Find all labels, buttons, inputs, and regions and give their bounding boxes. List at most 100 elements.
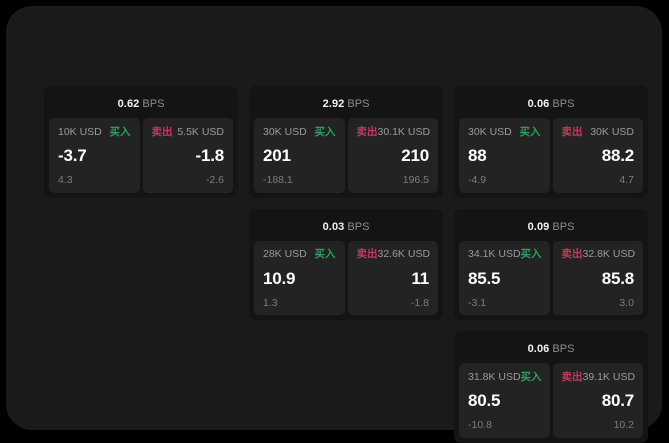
buy-side[interactable]: 10K USD 买入 -3.7 4.3 <box>49 118 140 193</box>
card-header: 0.06 BPS <box>454 92 648 118</box>
buy-size: 31.8K USD <box>468 370 521 383</box>
sell-size: 32.8K USD <box>582 248 636 261</box>
buy-tag: 买入 <box>520 370 542 383</box>
bps-value: 0.03 <box>322 220 345 233</box>
buy-header: 10K USD 买入 <box>58 126 131 138</box>
card-header: 2.92 BPS <box>249 92 443 118</box>
buy-size: 10K USD <box>58 125 102 138</box>
sell-size: 39.1K USD <box>582 370 636 383</box>
sell-size: 32.6K USD <box>377 248 431 261</box>
bps-value: 2.92 <box>322 98 345 110</box>
spread-card[interactable]: 0.06 BPS 30K USD 买入 88 -4.9 <box>454 86 648 198</box>
sell-price: 88.2 <box>601 146 634 165</box>
buy-size: 34.1K USD <box>468 248 521 261</box>
buy-price: 85.5 <box>468 268 501 288</box>
sell-side[interactable]: 卖出 39.1K USD 80.7 10.2 <box>552 363 643 438</box>
sell-tag: 卖出 <box>356 248 378 261</box>
bps-value: 0.62 <box>117 98 140 110</box>
buy-header: 31.8K USD 买入 <box>468 370 542 383</box>
sell-side[interactable]: 卖出 32.8K USD 85.8 3.0 <box>552 240 643 315</box>
buy-price: 88 <box>468 146 487 165</box>
sell-tag: 卖出 <box>561 125 583 138</box>
buy-side[interactable]: 30K USD 买入 201 -188.1 <box>254 118 345 193</box>
sell-side[interactable]: 卖出 5.5K USD -1.8 -2.6 <box>142 118 233 193</box>
sell-header: 卖出 32.8K USD <box>561 248 636 261</box>
buy-delta: -188.1 <box>263 174 293 186</box>
buy-side[interactable]: 34.1K USD 买入 85.5 -3.1 <box>459 240 550 315</box>
buy-delta: -10.8 <box>468 419 492 431</box>
sell-tag: 卖出 <box>356 125 378 138</box>
card-body: 10K USD 买入 -3.7 4.3 卖出 5.5K USD -1.8 <box>44 118 238 198</box>
sell-price: -1.8 <box>195 146 225 165</box>
sell-size: 30K USD <box>590 125 634 138</box>
buy-side[interactable]: 30K USD 买入 88 -4.9 <box>459 118 550 193</box>
buy-delta: -4.9 <box>468 174 487 186</box>
buy-header: 30K USD 买入 <box>263 126 336 138</box>
sell-side[interactable]: 卖出 30K USD 88.2 4.7 <box>552 118 643 193</box>
card-body: 31.8K USD 买入 80.5 -10.8 卖出 39.1K USD 80 <box>454 363 648 443</box>
buy-header: 34.1K USD 买入 <box>468 248 542 261</box>
bps-value: 0.09 <box>527 220 550 233</box>
sell-price: 210 <box>401 146 429 165</box>
buy-header: 30K USD 买入 <box>468 126 541 138</box>
sell-size: 5.5K USD <box>177 125 224 138</box>
buy-tag: 买入 <box>519 125 541 138</box>
buy-side[interactable]: 28K USD 买入 10.9 1.3 <box>254 240 345 315</box>
buy-price: -3.7 <box>58 146 87 165</box>
card-body: 28K USD 买入 10.9 1.3 卖出 32.6K USD 11 <box>249 240 443 321</box>
spread-card[interactable]: 0.09 BPS 34.1K USD 买入 85.5 -3.1 <box>454 208 648 321</box>
spread-card[interactable]: 2.92 BPS 30K USD 买入 201 -188.1 <box>249 86 443 198</box>
sell-price: 80.7 <box>601 391 634 410</box>
sell-tag: 卖出 <box>151 125 173 138</box>
spread-card[interactable]: 0.06 BPS 31.8K USD 买入 80.5 -10.8 <box>454 331 648 443</box>
sell-tag: 卖出 <box>561 370 583 383</box>
bps-unit: BPS <box>142 98 165 110</box>
card-header: 0.62 BPS <box>44 92 238 118</box>
spread-card[interactable]: 0.03 BPS 28K USD 买入 10.9 1.3 <box>249 208 443 321</box>
buy-tag: 买入 <box>520 248 542 261</box>
card-body: 34.1K USD 买入 85.5 -3.1 卖出 32.8K USD 85. <box>454 240 648 321</box>
sell-delta: -2.6 <box>205 174 224 186</box>
buy-tag: 买入 <box>109 125 131 138</box>
card-header: 0.06 BPS <box>454 337 648 363</box>
quotes-panel: 0.62 BPS 10K USD 买入 -3.7 4.3 <box>6 6 662 443</box>
card-header: 0.03 BPS <box>249 215 443 241</box>
sell-price: 85.8 <box>601 268 634 288</box>
sell-side[interactable]: 卖出 30.1K USD 210 196.5 <box>347 118 438 193</box>
card-column-3: 0.06 BPS 30K USD 买入 88 -4.9 <box>454 86 648 443</box>
buy-delta: -3.1 <box>468 296 487 309</box>
sell-side[interactable]: 卖出 32.6K USD 11 -1.8 <box>347 240 438 315</box>
card-body: 30K USD 买入 201 -188.1 卖出 30.1K USD 210 <box>249 118 443 198</box>
sell-header: 卖出 32.6K USD <box>356 248 431 261</box>
bps-unit: BPS <box>347 98 370 110</box>
sell-delta: 10.2 <box>613 419 634 431</box>
bps-unit: BPS <box>552 343 575 355</box>
sell-delta: -1.8 <box>410 296 429 309</box>
buy-delta: 1.3 <box>263 296 278 309</box>
sell-header: 卖出 39.1K USD <box>561 370 636 383</box>
buy-tag: 买入 <box>314 125 336 138</box>
card-header: 0.09 BPS <box>454 215 648 241</box>
bps-value: 0.06 <box>527 343 550 355</box>
sell-price: 11 <box>411 268 429 288</box>
buy-size: 30K USD <box>468 125 512 138</box>
bps-value: 0.06 <box>527 98 550 110</box>
sell-delta: 3.0 <box>619 296 634 309</box>
sell-delta: 196.5 <box>402 174 429 186</box>
card-body: 30K USD 买入 88 -4.9 卖出 30K USD 88.2 <box>454 118 648 198</box>
buy-price: 80.5 <box>468 391 501 410</box>
sell-header: 卖出 30.1K USD <box>356 125 431 138</box>
buy-delta: 4.3 <box>58 174 73 186</box>
sell-tag: 卖出 <box>561 248 583 261</box>
buy-size: 28K USD <box>263 248 307 261</box>
buy-price: 10.9 <box>263 268 296 288</box>
card-column-2: 2.92 BPS 30K USD 买入 201 -188.1 <box>249 86 443 320</box>
bps-unit: BPS <box>347 220 370 233</box>
spread-card[interactable]: 0.62 BPS 10K USD 买入 -3.7 4.3 <box>44 86 238 198</box>
sell-size: 30.1K USD <box>377 125 431 138</box>
buy-header: 28K USD 买入 <box>263 249 336 261</box>
buy-price: 201 <box>263 146 291 165</box>
card-grid: 0.62 BPS 10K USD 买入 -3.7 4.3 <box>44 86 648 443</box>
bps-unit: BPS <box>552 98 575 110</box>
buy-side[interactable]: 31.8K USD 买入 80.5 -10.8 <box>459 363 550 438</box>
